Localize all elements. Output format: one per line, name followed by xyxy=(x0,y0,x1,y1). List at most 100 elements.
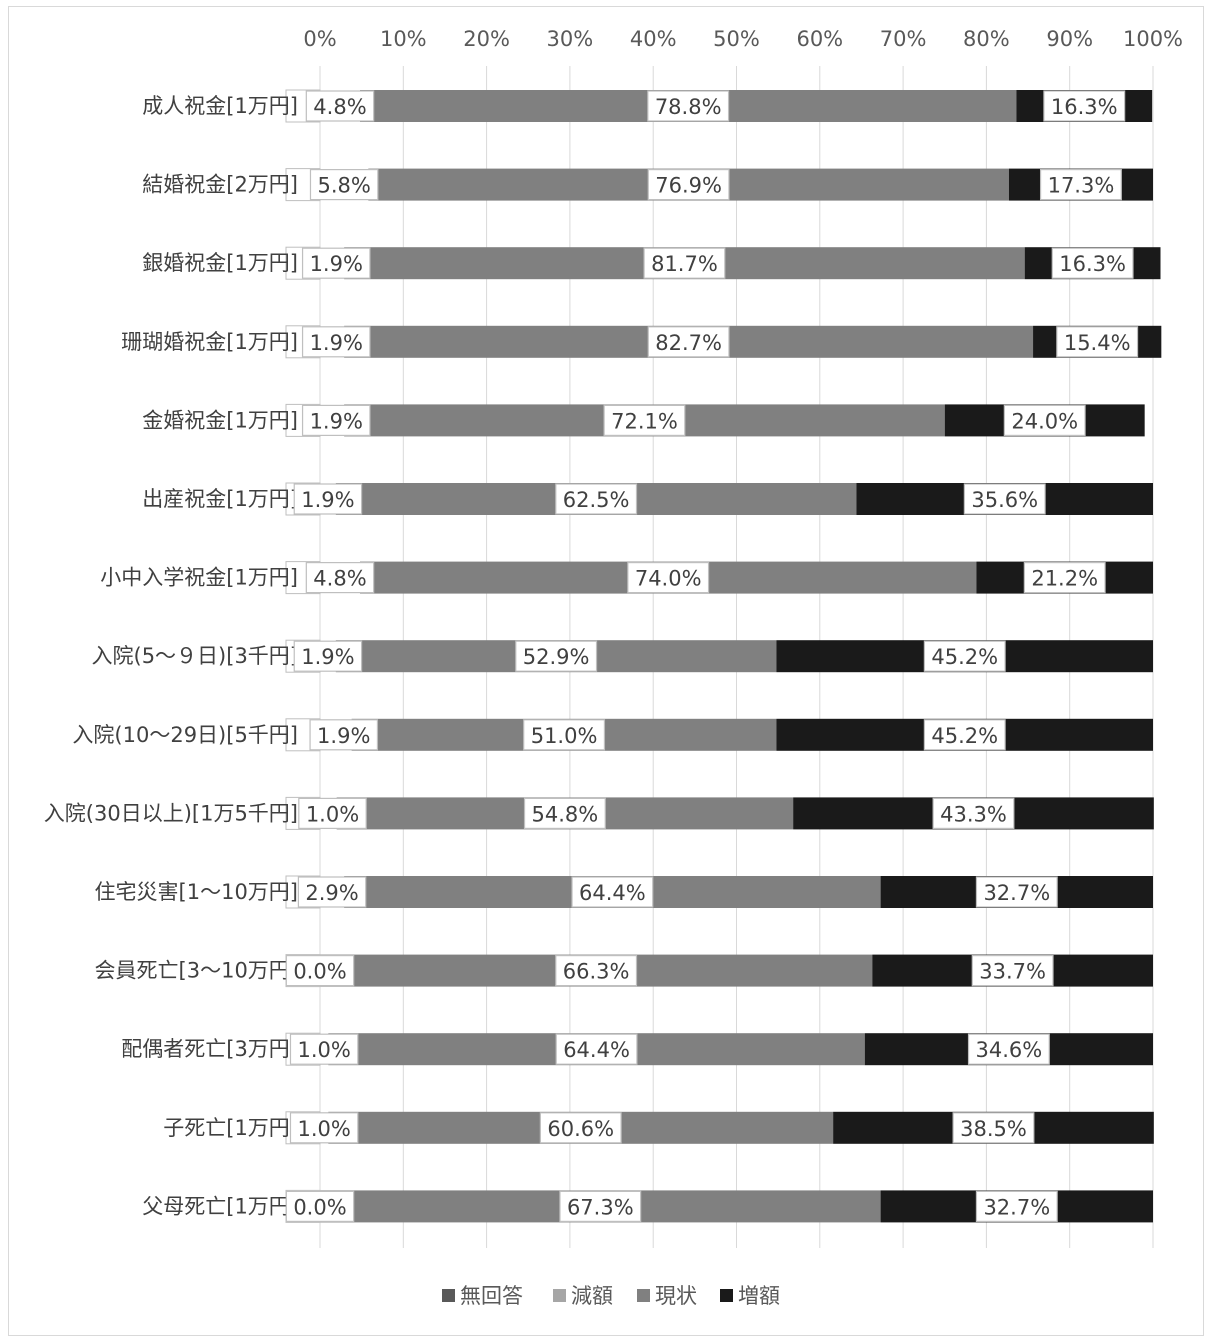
category-label: 小中入学祝金[1万円] xyxy=(100,566,298,590)
data-label: 16.3% xyxy=(1051,95,1118,119)
data-label-box xyxy=(539,1112,622,1144)
data-label: 35.6% xyxy=(971,488,1038,512)
data-label: 45.2% xyxy=(931,645,998,669)
x-tick-label: 40% xyxy=(630,27,677,51)
data-label: 34.6% xyxy=(976,1038,1043,1062)
legend-label: 無回答 xyxy=(460,1284,523,1308)
data-label-box xyxy=(293,483,363,515)
data-label-box xyxy=(1056,326,1139,358)
data-label: 51.0% xyxy=(531,724,598,748)
x-tick-label: 60% xyxy=(796,27,843,51)
data-label: 17.3% xyxy=(1048,174,1115,198)
data-label: 66.3% xyxy=(563,960,630,984)
category-label: 配偶者死亡[3万円] xyxy=(121,1037,298,1061)
data-label-box xyxy=(1003,404,1086,436)
data-label-box xyxy=(555,1033,638,1065)
category-label: 銀婚祝金[1万円] xyxy=(142,251,298,275)
data-label-box xyxy=(932,797,1015,830)
data-label: 4.8% xyxy=(313,567,366,591)
legend-marker xyxy=(637,1289,650,1302)
data-label-box xyxy=(971,954,1054,987)
legend-label: 現状 xyxy=(655,1284,697,1308)
x-tick-label: 20% xyxy=(463,27,510,51)
data-label-box xyxy=(1051,247,1134,279)
data-label-box xyxy=(301,404,371,436)
data-label: 52.9% xyxy=(523,645,590,669)
data-label: 0.0% xyxy=(293,1195,346,1219)
data-label-box xyxy=(285,1190,355,1223)
data-labels: 04.8%78.8%16.3%05.8%76.9%17.3%1.9%81.7%1… xyxy=(285,90,1139,1223)
data-label-box xyxy=(301,326,371,358)
x-axis-ticks: 0% 10% 20% 30% 40% 50% 60% 70% 80% 90% 100% xyxy=(303,27,1183,51)
legend-marker xyxy=(553,1289,566,1302)
data-label: 32.7% xyxy=(983,881,1050,905)
category-label: 入院(30日以上)[1万5千円] xyxy=(44,801,298,825)
data-label: 54.8% xyxy=(532,802,599,826)
data-label-box xyxy=(301,247,371,279)
x-tick-label: 100% xyxy=(1123,27,1183,51)
data-label: 62.5% xyxy=(563,488,630,512)
data-label-box xyxy=(289,1112,359,1144)
data-label: 81.7% xyxy=(651,252,718,276)
x-tick-label: 50% xyxy=(713,27,760,51)
data-label: 32.7% xyxy=(983,1195,1050,1219)
x-tick-label: 90% xyxy=(1046,27,1093,51)
category-label: 出産祝金[1万円] xyxy=(142,487,298,511)
category-label: 入院(10～29日)[5千円] xyxy=(72,723,298,747)
data-label-box xyxy=(967,1033,1050,1065)
x-tick-label: 70% xyxy=(880,27,927,51)
data-label-box xyxy=(963,483,1046,515)
legend-marker xyxy=(442,1289,455,1302)
data-label-box xyxy=(647,326,730,358)
data-label-box xyxy=(627,561,710,594)
data-label-box xyxy=(289,1033,359,1065)
data-label: 16.3% xyxy=(1059,252,1126,276)
category-label: 結婚祝金[2万円] xyxy=(142,173,298,197)
x-tick-label: 80% xyxy=(963,27,1010,51)
data-label-box xyxy=(643,247,726,279)
data-label-box xyxy=(309,169,379,201)
data-label: 64.4% xyxy=(563,1038,630,1062)
data-label-box xyxy=(297,876,367,908)
data-label: 15.4% xyxy=(1064,331,1131,355)
data-label: 33.7% xyxy=(979,960,1046,984)
legend-label: 減額 xyxy=(571,1284,613,1308)
data-label: 1.9% xyxy=(310,331,363,355)
data-label-box xyxy=(975,876,1058,908)
data-label: 64.4% xyxy=(579,881,646,905)
category-label: 金婚祝金[1万円] xyxy=(142,408,298,432)
data-label-box xyxy=(952,1112,1035,1144)
data-label: 1.9% xyxy=(301,488,354,512)
data-label: 24.0% xyxy=(1011,409,1078,433)
data-label: 82.7% xyxy=(655,331,722,355)
data-label: 45.2% xyxy=(931,724,998,748)
data-label: 60.6% xyxy=(547,1117,614,1141)
category-label: 成人祝金[1万円] xyxy=(142,94,298,118)
data-label-box xyxy=(1039,169,1122,201)
data-label-box xyxy=(603,404,686,436)
data-label-box xyxy=(559,1190,642,1223)
data-label-box xyxy=(555,483,638,515)
data-label: 1.9% xyxy=(310,409,363,433)
category-label: 父母死亡[1万円] xyxy=(142,1194,298,1218)
data-label: 21.2% xyxy=(1031,567,1098,591)
category-label: 珊瑚婚祝金[1万円] xyxy=(121,330,298,354)
category-label: 会員死亡[3～10万円] xyxy=(95,959,298,983)
category-labels: 成人祝金[1万円] 結婚祝金[2万円] 銀婚祝金[1万円] 珊瑚婚祝金[1万円] 金婚祝… xyxy=(44,94,298,1218)
data-label-box xyxy=(647,169,730,201)
data-label-box xyxy=(923,719,1006,751)
data-label: 1.9% xyxy=(301,645,354,669)
data-label-box xyxy=(523,719,606,751)
data-label: 43.3% xyxy=(940,802,1007,826)
data-label: 1.0% xyxy=(306,802,359,826)
x-tick-label: 30% xyxy=(547,27,594,51)
data-label: 38.5% xyxy=(960,1117,1027,1141)
data-label-box xyxy=(523,797,606,830)
data-label: 74.0% xyxy=(635,567,702,591)
data-label-box xyxy=(305,561,375,594)
data-label-box xyxy=(293,640,363,672)
data-label-box xyxy=(298,797,367,830)
category-label: 入院(5～９日)[3千円] xyxy=(92,644,299,668)
data-label-box xyxy=(1043,90,1126,122)
